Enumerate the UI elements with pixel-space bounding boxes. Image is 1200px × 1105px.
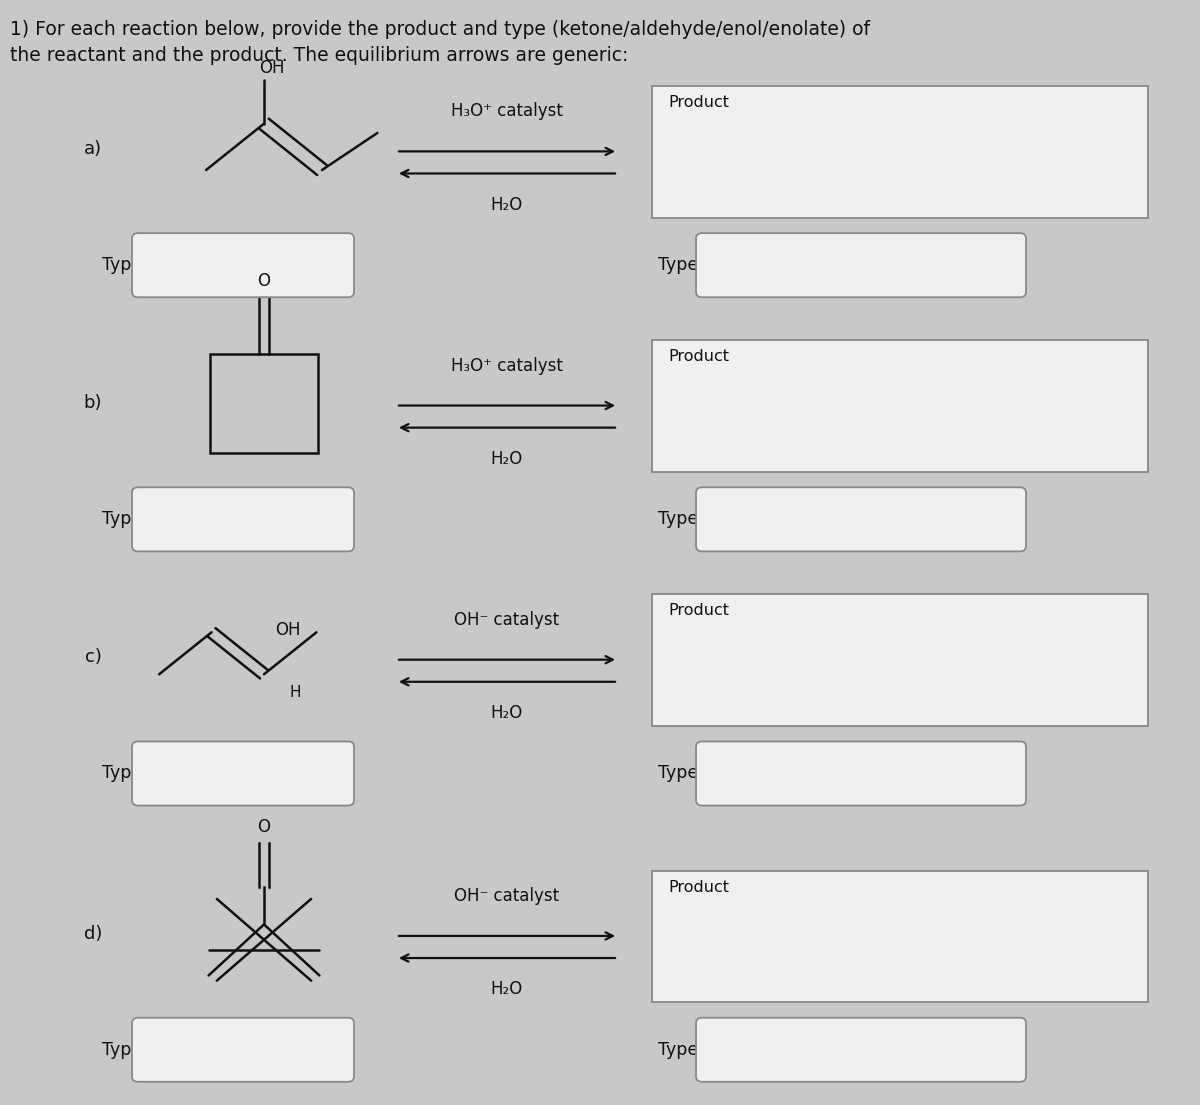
Text: H₃O⁺ catalyst: H₃O⁺ catalyst bbox=[451, 103, 563, 120]
FancyBboxPatch shape bbox=[652, 871, 1148, 1002]
Text: H₃O⁺ catalyst: H₃O⁺ catalyst bbox=[451, 357, 563, 375]
Text: OH: OH bbox=[259, 60, 284, 77]
FancyBboxPatch shape bbox=[696, 1018, 1026, 1082]
Text: H₂O: H₂O bbox=[491, 704, 523, 722]
FancyBboxPatch shape bbox=[652, 594, 1148, 726]
Text: a): a) bbox=[84, 140, 102, 158]
Text: Product: Product bbox=[668, 880, 730, 895]
Text: OH⁻ catalyst: OH⁻ catalyst bbox=[455, 611, 559, 629]
Text: H: H bbox=[289, 685, 300, 699]
Text: Type: Type bbox=[102, 256, 143, 274]
Text: Type: Type bbox=[658, 1041, 698, 1059]
Text: H₂O: H₂O bbox=[491, 196, 523, 213]
Text: d): d) bbox=[84, 925, 102, 943]
Text: Type: Type bbox=[102, 511, 143, 528]
FancyBboxPatch shape bbox=[132, 233, 354, 297]
Text: Type: Type bbox=[658, 256, 698, 274]
Text: O: O bbox=[258, 819, 270, 836]
FancyBboxPatch shape bbox=[696, 741, 1026, 806]
Text: b): b) bbox=[84, 394, 102, 412]
Text: Type: Type bbox=[658, 511, 698, 528]
FancyBboxPatch shape bbox=[652, 86, 1148, 218]
Text: Product: Product bbox=[668, 603, 730, 619]
FancyBboxPatch shape bbox=[696, 233, 1026, 297]
Text: Type: Type bbox=[102, 765, 143, 782]
Text: H₂O: H₂O bbox=[491, 980, 523, 998]
FancyBboxPatch shape bbox=[132, 741, 354, 806]
FancyBboxPatch shape bbox=[696, 487, 1026, 551]
FancyBboxPatch shape bbox=[652, 340, 1148, 472]
Text: H₂O: H₂O bbox=[491, 450, 523, 467]
Text: Type: Type bbox=[658, 765, 698, 782]
Text: Product: Product bbox=[668, 95, 730, 110]
Text: OH⁻ catalyst: OH⁻ catalyst bbox=[455, 887, 559, 905]
FancyBboxPatch shape bbox=[132, 1018, 354, 1082]
Text: 1) For each reaction below, provide the product and type (ketone/aldehyde/enol/e: 1) For each reaction below, provide the … bbox=[10, 20, 870, 39]
Text: Product: Product bbox=[668, 349, 730, 365]
Text: c): c) bbox=[85, 649, 102, 666]
Text: O: O bbox=[258, 272, 270, 290]
Text: OH: OH bbox=[276, 621, 301, 639]
Text: Type: Type bbox=[102, 1041, 143, 1059]
Text: the reactant and the product. The equilibrium arrows are generic:: the reactant and the product. The equili… bbox=[10, 46, 628, 65]
FancyBboxPatch shape bbox=[132, 487, 354, 551]
